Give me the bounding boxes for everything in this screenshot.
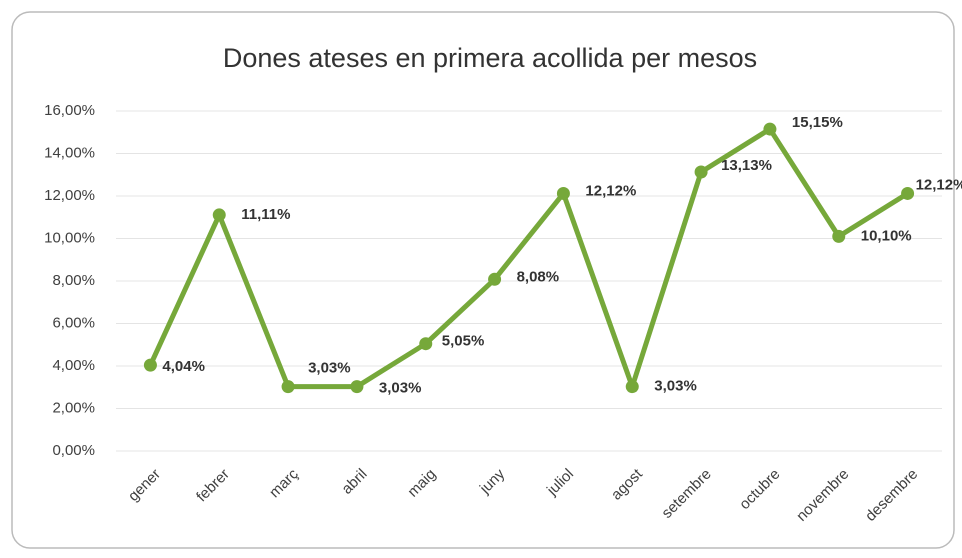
data-label: 10,10% (861, 227, 912, 244)
y-tick-label: 10,00% (44, 229, 95, 246)
y-tick-label: 8,00% (52, 272, 95, 289)
data-label: 15,15% (792, 114, 843, 131)
data-label: 5,05% (442, 333, 485, 350)
point (763, 122, 777, 136)
y-tick-label: 6,00% (52, 314, 95, 331)
point (832, 229, 846, 243)
data-label: 11,11% (241, 206, 290, 223)
point (625, 380, 639, 394)
y-tick-label: 14,00% (44, 144, 95, 161)
line (148, 126, 909, 390)
point (143, 358, 157, 372)
y-tick-label: 2,00% (52, 399, 95, 416)
y-tick-label: 0,00% (52, 442, 95, 459)
point (556, 186, 570, 200)
data-label: 3,03% (379, 380, 422, 397)
point (419, 337, 433, 351)
point (694, 165, 708, 179)
point (212, 208, 226, 222)
point (488, 272, 502, 286)
data-label: 4,04% (162, 358, 205, 375)
data-label: 3,03% (654, 378, 697, 395)
point (281, 380, 295, 394)
chart-title: Dones ateses en primera acollida per mes… (223, 43, 757, 73)
data-label: 12,12% (585, 182, 636, 199)
y-tick-label: 16,00% (44, 102, 95, 119)
chart-frame (11, 11, 955, 549)
data-label: 12,12% (916, 176, 962, 193)
y-tick-label: 12,00% (44, 187, 95, 204)
data-label: 3,03% (308, 360, 351, 377)
point (901, 186, 915, 200)
data-label: 13,13% (721, 157, 772, 174)
point (350, 380, 364, 394)
y-tick-label: 4,00% (52, 357, 95, 374)
data-label: 8,08% (517, 268, 560, 285)
